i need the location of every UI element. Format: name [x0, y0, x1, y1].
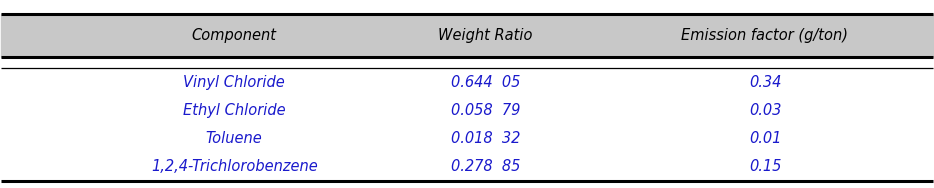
Text: 0.34: 0.34 [749, 75, 781, 90]
Text: 1,2,4-Trichlorobenzene: 1,2,4-Trichlorobenzene [150, 159, 318, 174]
Text: Toluene: Toluene [205, 131, 262, 146]
Text: 0.278  85: 0.278 85 [451, 159, 520, 174]
Text: 0.018  32: 0.018 32 [451, 131, 520, 146]
Text: 0.644  05: 0.644 05 [451, 75, 520, 90]
Text: 0.01: 0.01 [749, 131, 781, 146]
Text: Component: Component [191, 28, 276, 43]
Text: Vinyl Chloride: Vinyl Chloride [183, 75, 285, 90]
Text: 0.03: 0.03 [749, 103, 781, 118]
Text: Ethyl Chloride: Ethyl Chloride [183, 103, 286, 118]
Bar [1, 14, 933, 57]
Text: 0.15: 0.15 [749, 159, 781, 174]
Text: 0.058  79: 0.058 79 [451, 103, 520, 118]
Text: Emission factor (g/ton): Emission factor (g/ton) [682, 28, 848, 43]
Text: Weight Ratio: Weight Ratio [438, 28, 533, 43]
